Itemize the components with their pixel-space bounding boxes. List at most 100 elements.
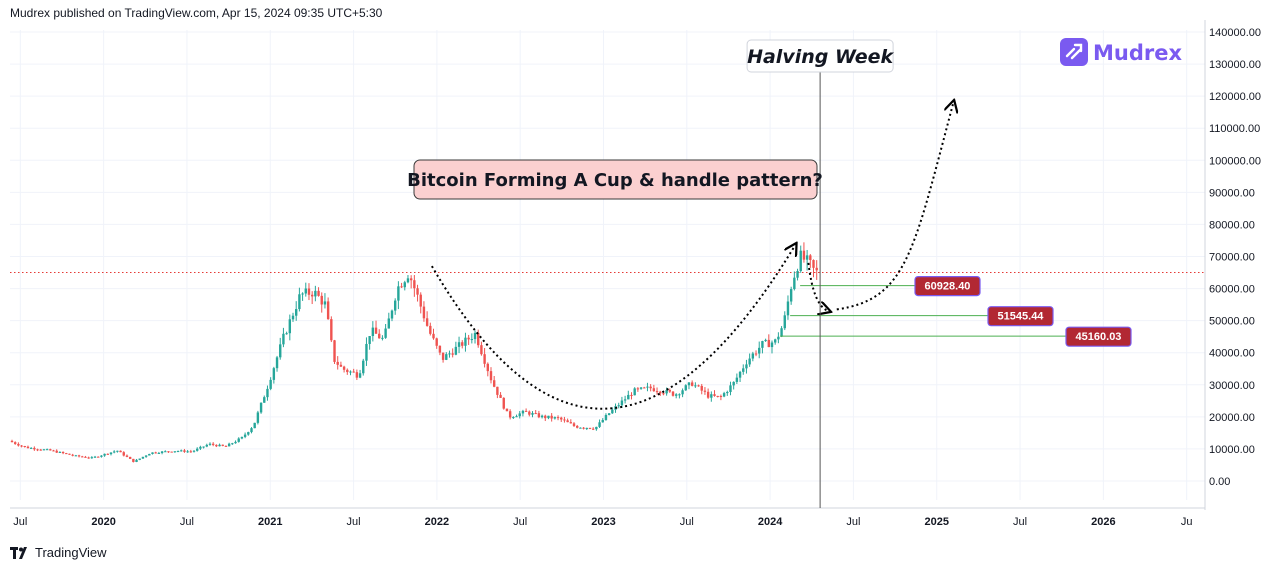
candle-body: [508, 411, 512, 418]
candle-body: [231, 443, 234, 445]
mudrex-brand-name: Mudrex: [1093, 41, 1182, 65]
candle-body: [205, 444, 208, 447]
candle-body: [598, 422, 601, 427]
candle-body: [722, 393, 726, 397]
candle-body: [454, 346, 458, 355]
candle-body: [218, 444, 221, 447]
candle-body: [738, 371, 742, 378]
candle-body: [180, 450, 183, 452]
candle-body: [154, 452, 157, 454]
x-tick-label: 2024: [758, 516, 783, 528]
candle-body: [588, 427, 592, 429]
candle-body: [595, 426, 598, 430]
candle-body: [585, 427, 588, 429]
candle-body: [467, 337, 470, 340]
candle-body: [138, 458, 141, 460]
y-tick-label: 70000.00: [1209, 252, 1255, 264]
candle-body: [802, 250, 806, 260]
candle-body: [773, 339, 777, 343]
candle-body: [298, 294, 301, 310]
candle-body: [786, 301, 790, 316]
x-axis-ticks: Jul 2020 Jul 2021 Jul 2022 Jul 2023 Jul 2024 Jul 20…: [13, 516, 1192, 528]
tradingview-logo-icon: [10, 546, 30, 559]
candle-body: [726, 391, 729, 394]
candle-body: [572, 423, 576, 426]
candle-body: [288, 319, 292, 334]
candle-body: [52, 450, 55, 452]
candle-body: [362, 360, 365, 374]
candle-body: [815, 267, 818, 271]
candle-body: [272, 368, 276, 380]
candle-body: [221, 444, 224, 446]
candle-body: [84, 456, 87, 458]
candle-body: [45, 449, 49, 451]
candle-body: [416, 288, 419, 295]
x-tick-label: Jul: [680, 516, 694, 528]
candle-body: [697, 385, 700, 387]
candle-body: [381, 337, 384, 339]
candle-body: [678, 394, 681, 396]
candle-body: [256, 412, 260, 423]
candle-body: [29, 447, 33, 449]
candle-body: [58, 451, 62, 453]
candle-body: [371, 327, 375, 337]
candle-body: [652, 388, 656, 392]
btc-price-chart[interactable]: 60928.40 51545.44 45160.03 Halving Week 14…: [0, 0, 1281, 540]
candle-body: [515, 416, 518, 418]
candle-body: [291, 315, 295, 320]
y-tick-label: 140000.00: [1209, 27, 1261, 39]
candle-body: [566, 420, 569, 423]
candle-body: [409, 278, 413, 281]
candle-body: [323, 301, 327, 305]
candle-body: [751, 353, 755, 359]
candle-body: [659, 391, 662, 394]
candle-body: [176, 451, 180, 453]
candle-body: [681, 390, 684, 395]
candle-body: [33, 447, 36, 450]
candle-body: [441, 352, 445, 360]
candle-body: [649, 386, 652, 389]
candle-body: [576, 425, 579, 428]
candle-body: [528, 411, 531, 415]
candle-body: [630, 394, 633, 396]
candle-body: [569, 422, 573, 424]
candle-body: [777, 336, 780, 340]
candle-body: [620, 400, 624, 406]
candle-body: [601, 420, 604, 423]
cup-curve: [431, 245, 795, 410]
candle-body: [799, 250, 802, 271]
candle-body: [486, 363, 489, 372]
candle-body: [655, 391, 659, 393]
candle-body: [349, 371, 352, 373]
candle-body: [623, 399, 627, 401]
x-tick-label: Jul: [347, 516, 361, 528]
candle-body: [448, 353, 451, 355]
candle-body: [170, 451, 173, 453]
x-tick-label: 2021: [258, 516, 282, 528]
candle-body: [365, 343, 368, 361]
candle-body: [125, 455, 129, 457]
y-tick-label: 30000.00: [1209, 380, 1255, 392]
candle-body: [109, 452, 113, 455]
candle-body: [812, 260, 815, 268]
candle-body: [512, 417, 515, 419]
candle-body: [464, 337, 467, 346]
x-tick-label: 2026: [1091, 516, 1115, 528]
candle-body: [224, 445, 228, 447]
candle-body: [387, 318, 391, 329]
candle-body: [611, 409, 614, 414]
candle-body: [141, 456, 145, 459]
mudrex-brand: Mudrex: [1060, 38, 1182, 66]
pattern-annotation: Bitcoin Forming A Cup & handle pattern?: [407, 159, 823, 200]
candle-body: [639, 387, 643, 389]
candle-body: [805, 255, 809, 260]
candle-body: [758, 347, 761, 354]
candle-body: [148, 453, 151, 456]
candle-body: [339, 364, 343, 367]
candle-body: [112, 451, 116, 453]
candle-body: [560, 417, 563, 420]
candle-body: [735, 377, 739, 382]
candle-body: [240, 436, 244, 439]
candle-body: [547, 415, 550, 419]
y-tick-label: 120000.00: [1209, 91, 1261, 103]
